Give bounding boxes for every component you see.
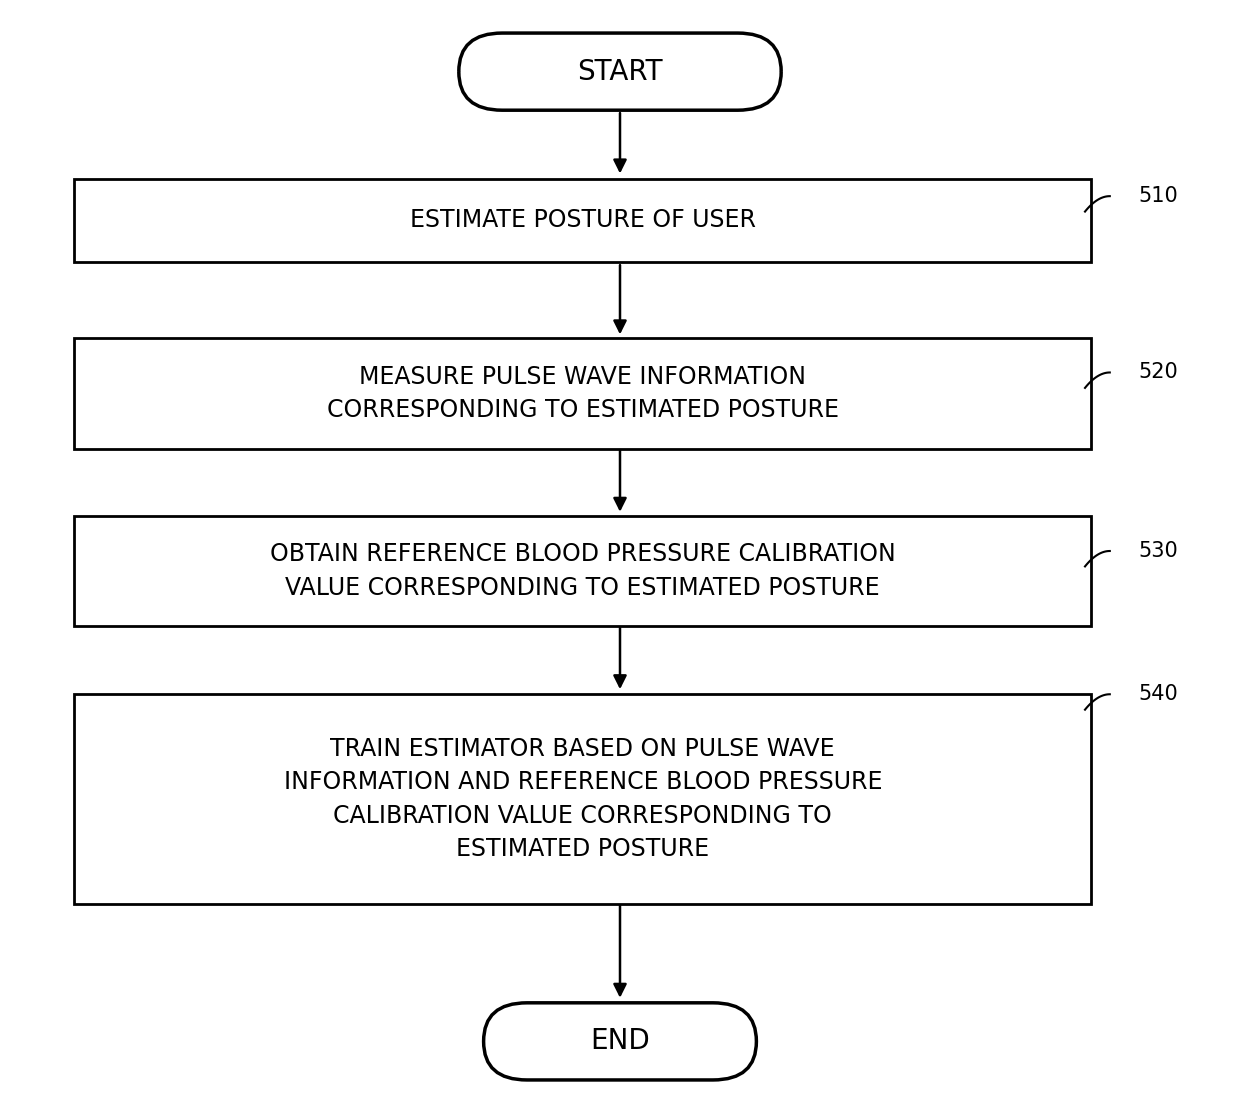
Text: 510: 510 xyxy=(1138,186,1178,206)
Text: OBTAIN REFERENCE BLOOD PRESSURE CALIBRATION
VALUE CORRESPONDING TO ESTIMATED POS: OBTAIN REFERENCE BLOOD PRESSURE CALIBRAT… xyxy=(270,542,895,599)
FancyBboxPatch shape xyxy=(484,1003,756,1080)
Text: MEASURE PULSE WAVE INFORMATION
CORRESPONDING TO ESTIMATED POSTURE: MEASURE PULSE WAVE INFORMATION CORRESPON… xyxy=(327,365,838,422)
Text: START: START xyxy=(578,57,662,86)
Text: 530: 530 xyxy=(1138,541,1178,561)
FancyBboxPatch shape xyxy=(459,33,781,110)
Text: TRAIN ESTIMATOR BASED ON PULSE WAVE
INFORMATION AND REFERENCE BLOOD PRESSURE
CAL: TRAIN ESTIMATOR BASED ON PULSE WAVE INFO… xyxy=(284,737,882,861)
Text: 540: 540 xyxy=(1138,684,1178,704)
FancyBboxPatch shape xyxy=(74,516,1091,626)
FancyBboxPatch shape xyxy=(74,179,1091,261)
Text: END: END xyxy=(590,1027,650,1056)
Text: ESTIMATE POSTURE OF USER: ESTIMATE POSTURE OF USER xyxy=(409,208,756,233)
FancyBboxPatch shape xyxy=(74,338,1091,449)
FancyBboxPatch shape xyxy=(74,694,1091,904)
Text: 520: 520 xyxy=(1138,363,1178,382)
